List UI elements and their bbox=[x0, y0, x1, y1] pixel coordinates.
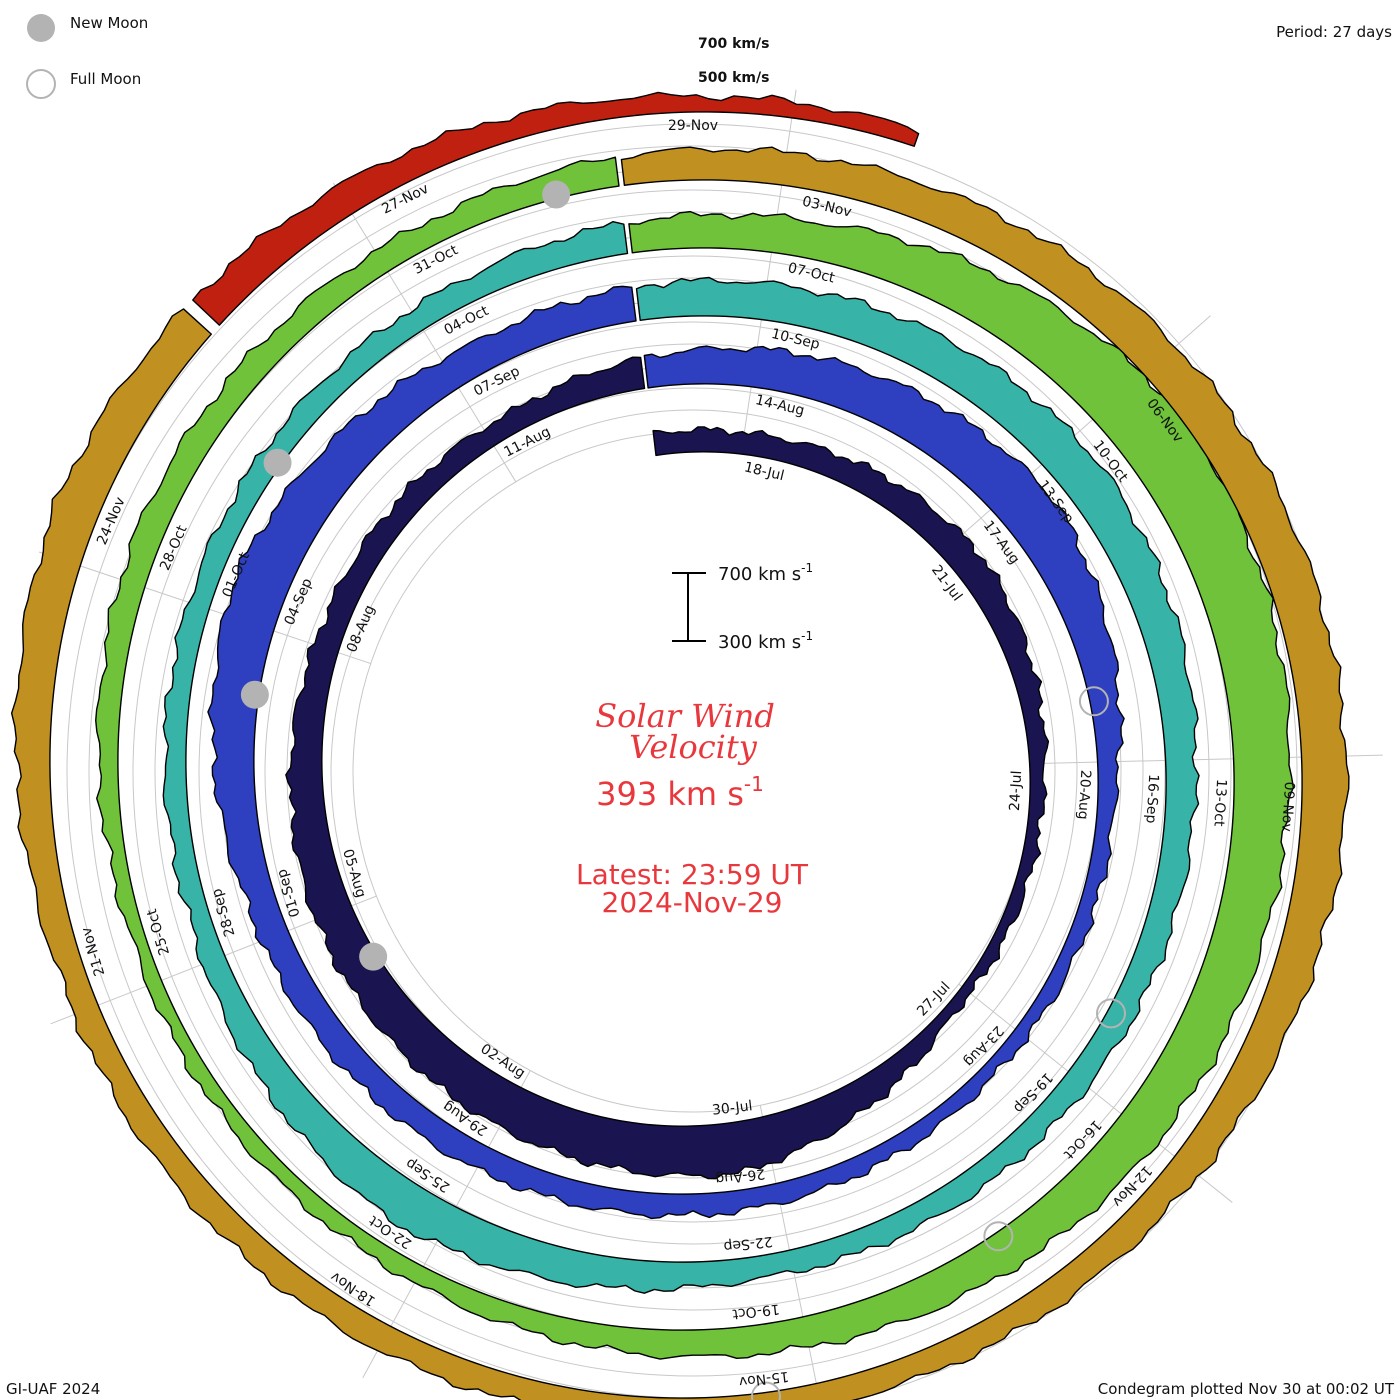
new-moon-marker bbox=[359, 942, 388, 971]
full-moon-icon bbox=[26, 69, 56, 99]
velocity-ring-nov-late- bbox=[192, 91, 920, 326]
footer-credit: GI-UAF 2024 bbox=[6, 1380, 100, 1398]
full-moon-label: Full Moon bbox=[70, 70, 141, 88]
date-label: 09-Nov bbox=[1278, 781, 1297, 832]
velocity-ring-oct bbox=[95, 156, 1295, 1360]
new-moon-marker bbox=[263, 448, 292, 477]
date-label: 22-Sep bbox=[723, 1233, 774, 1255]
new-moon-label: New Moon bbox=[70, 14, 148, 32]
scale-700-label: 700 km/s bbox=[698, 36, 769, 52]
current-velocity-value: 393 km s-1 bbox=[596, 772, 764, 813]
scale-bar-bottom-label: 300 km s-1 bbox=[718, 629, 813, 653]
period-label: Period: 27 days bbox=[1276, 23, 1392, 41]
velocity-ring-aug-sep bbox=[207, 285, 1125, 1220]
velocity-rings bbox=[10, 91, 1350, 1400]
velocity-ring-jul-aug bbox=[285, 356, 1050, 1180]
date-label: 30-Jul bbox=[711, 1098, 753, 1119]
new-moon-icon bbox=[27, 14, 55, 42]
date-label: 18-Jul bbox=[743, 459, 786, 484]
grid-circle bbox=[330, 409, 1056, 1135]
velocity-ring-sep bbox=[162, 220, 1200, 1294]
footer-plotted-label: Condegram plotted Nov 30 at 00:02 UT bbox=[1098, 1380, 1395, 1398]
full-moon-marker bbox=[1096, 998, 1127, 1029]
latest-date-label: 2024-Nov-29 bbox=[602, 886, 783, 919]
new-moon-marker bbox=[240, 680, 269, 709]
chart-title-line1: Solar Wind bbox=[595, 697, 775, 735]
scale-bar-top-label: 700 km s-1 bbox=[718, 561, 813, 585]
full-moon-marker bbox=[983, 1221, 1014, 1252]
full-moon-marker bbox=[750, 1381, 781, 1400]
moon-phase-markers bbox=[240, 180, 1127, 1400]
date-label: 15-Nov bbox=[738, 1368, 790, 1390]
legend: New Moon Full Moon bbox=[26, 14, 148, 99]
date-label: 07-Oct bbox=[786, 260, 836, 287]
full-moon-marker bbox=[1078, 686, 1109, 717]
center-scale-bar: 700 km s-1 300 km s-1 bbox=[672, 561, 813, 653]
date-label: 19-Oct bbox=[731, 1300, 781, 1321]
date-label: 24-Jul bbox=[1007, 770, 1025, 811]
date-label: 26-Aug bbox=[715, 1165, 766, 1187]
date-label: 13-Oct bbox=[1210, 779, 1229, 828]
latest-time-label: Latest: 23:59 UT bbox=[576, 858, 809, 891]
velocity-ring-nov bbox=[10, 146, 1350, 1400]
date-label: 29-Nov bbox=[668, 118, 718, 134]
chart-title-line2: Velocity bbox=[629, 728, 758, 766]
new-moon-marker bbox=[542, 180, 571, 209]
date-label: 16-Sep bbox=[1142, 774, 1161, 824]
date-label: 20-Aug bbox=[1075, 769, 1094, 820]
scale-500-label: 500 km/s bbox=[698, 70, 769, 86]
